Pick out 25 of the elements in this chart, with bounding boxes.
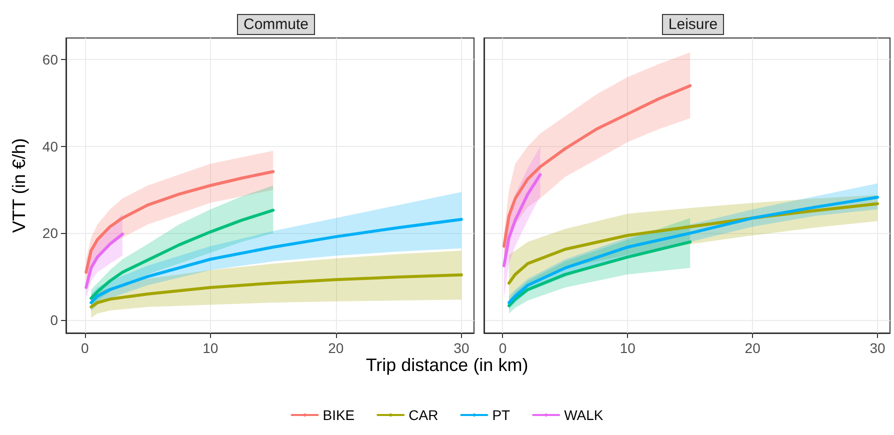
legend-label: PT [492, 407, 511, 423]
legend-label: BIKE [322, 407, 355, 423]
y-tick-label: 0 [50, 312, 58, 328]
x-tick-label: 20 [328, 340, 344, 356]
x-tick-label: 10 [620, 340, 636, 356]
legend-label: CAR [408, 407, 438, 423]
chart-title: Commute [243, 16, 309, 33]
x-tick-label: 30 [870, 340, 886, 356]
x-tick-label: 0 [498, 340, 507, 356]
line-series [84, 232, 124, 289]
line-series [90, 208, 275, 300]
x-tick-label: 10 [202, 340, 218, 356]
y-tick-label: 20 [42, 225, 58, 242]
x-axis-title: Trip distance (in km) [366, 355, 528, 375]
x-tick-label: 20 [744, 340, 761, 356]
line-series [90, 273, 463, 308]
y-tick-label: 40 [42, 138, 58, 154]
line-series [84, 170, 275, 274]
x-tick-label: 30 [454, 340, 470, 356]
x-tick-label: 0 [80, 340, 89, 356]
y-tick-label: 60 [42, 52, 58, 68]
chart-title: Leisure [668, 16, 718, 33]
legend-label: WALK [564, 407, 604, 423]
y-axis-title: VTT (in €/h) [9, 138, 29, 233]
line-series [90, 218, 463, 304]
